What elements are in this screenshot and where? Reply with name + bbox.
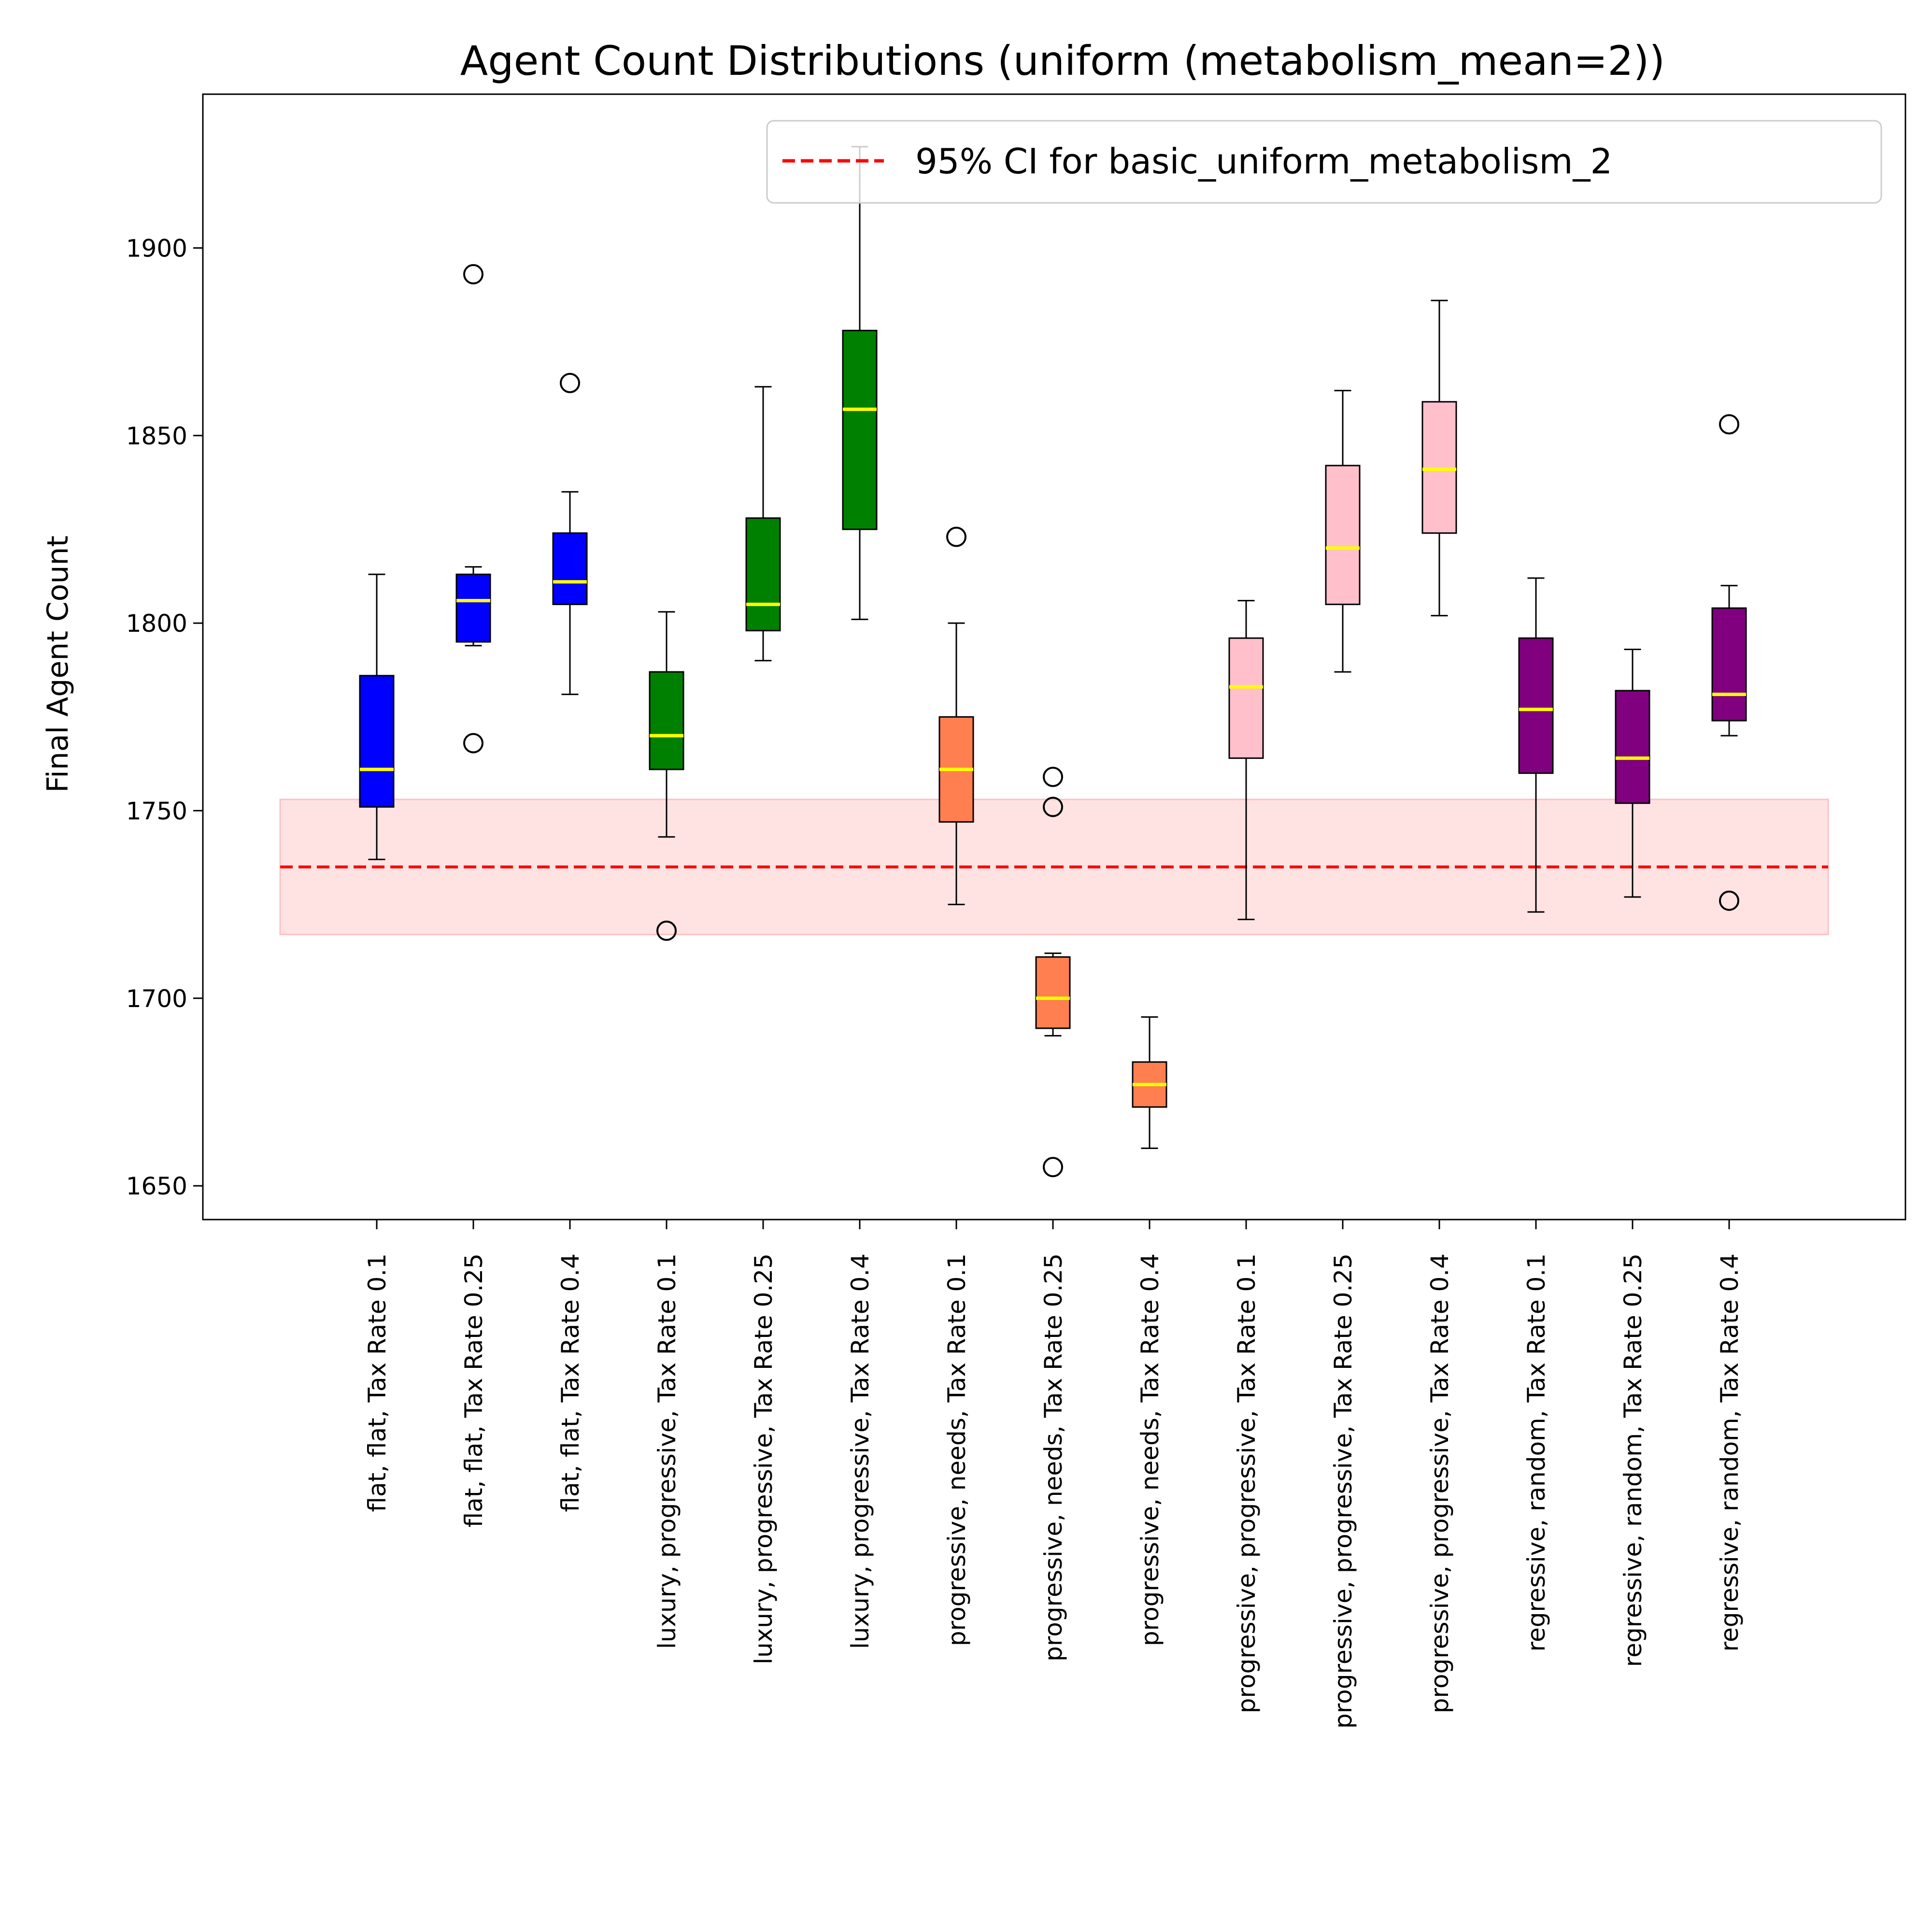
y-tick-label: 1650: [126, 1172, 187, 1200]
box-body: [1421, 401, 1457, 534]
box-12: [1421, 299, 1457, 617]
chart-title: Agent Count Distributions (uniform (meta…: [460, 37, 1665, 85]
x-tick-label: luxury, progressive, Tax Rate 0.25: [750, 1253, 778, 1664]
x-tick-label: progressive, needs, Tax Rate 0.25: [1039, 1253, 1067, 1662]
plot-area: 1650 1700 1750 1800 1850 1900 flat, flat, Tax …: [126, 146, 1829, 1729]
box-body: [552, 532, 588, 605]
outlier-point: [463, 264, 483, 284]
x-tick-label: regressive, random, Tax Rate 0.25: [1619, 1253, 1647, 1667]
legend-label: 95% CI for basic_uniform_metabolism_2: [915, 141, 1612, 182]
legend: 95% CI for basic_uniform_metabolism_2: [766, 120, 1882, 204]
outlier-point: [1719, 890, 1739, 911]
box-body: [1615, 690, 1650, 804]
y-tick-label: 1700: [126, 985, 187, 1013]
outlier-point: [1043, 767, 1063, 787]
box-8: [1035, 767, 1071, 1178]
box-6: [842, 146, 878, 620]
outlier-point: [560, 373, 580, 394]
box-13: [1518, 577, 1554, 913]
box-body: [1035, 956, 1071, 1029]
x-tick-label: progressive, needs, Tax Rate 0.4: [1136, 1253, 1164, 1646]
x-tick-label: progressive, needs, Tax Rate 0.1: [943, 1253, 971, 1646]
box-9: [1132, 1016, 1167, 1149]
x-tick-label: progressive, progressive, Tax Rate 0.4: [1426, 1253, 1454, 1713]
box-1: [359, 573, 395, 860]
box-body: [1325, 465, 1361, 605]
box-5: [745, 386, 781, 662]
outlier-point: [1719, 414, 1739, 435]
y-tick-label: 1800: [126, 610, 187, 638]
outlier-point: [656, 920, 677, 941]
box-14: [1615, 648, 1650, 898]
x-tick-label: luxury, progressive, Tax Rate 0.1: [653, 1253, 681, 1649]
outlier-point: [1043, 796, 1063, 817]
box-7: [938, 526, 974, 906]
box-body: [1518, 637, 1554, 774]
x-tick-label: regressive, random, Tax Rate 0.1: [1522, 1253, 1550, 1651]
box-body: [745, 517, 781, 632]
box-15: [1711, 414, 1747, 911]
x-tick-label: flat, flat, Tax Rate 0.1: [363, 1253, 391, 1512]
y-axis-label: Final Agent Count: [41, 536, 75, 793]
outlier-point: [463, 733, 483, 753]
box-11: [1325, 390, 1361, 673]
box-body: [359, 675, 395, 808]
x-tick-label: luxury, progressive, Tax Rate 0.4: [846, 1253, 874, 1649]
box-10: [1228, 600, 1264, 921]
legend-box: [766, 120, 1882, 204]
plot-frame: [202, 93, 1906, 1221]
box-body: [1711, 607, 1747, 722]
box-body: [455, 573, 491, 643]
outlier-point: [946, 526, 966, 547]
x-tick-label: progressive, progressive, Tax Rate 0.25: [1329, 1253, 1357, 1729]
y-tick-label: 1900: [126, 234, 187, 262]
x-tick-label: regressive, random, Tax Rate 0.4: [1716, 1253, 1744, 1651]
outlier-point: [1043, 1157, 1063, 1178]
y-tick-label: 1850: [126, 422, 187, 450]
box-body: [649, 671, 684, 770]
box-2: [455, 264, 491, 753]
box-body: [842, 329, 878, 530]
x-tick-label: flat, flat, Tax Rate 0.4: [556, 1253, 584, 1512]
x-tick-label: progressive, progressive, Tax Rate 0.1: [1233, 1253, 1261, 1713]
y-tick-label: 1750: [126, 797, 187, 825]
box-4: [649, 611, 684, 941]
box-body: [1228, 637, 1264, 759]
x-tick-label: flat, flat, Tax Rate 0.25: [460, 1253, 488, 1527]
box-3: [552, 373, 588, 696]
